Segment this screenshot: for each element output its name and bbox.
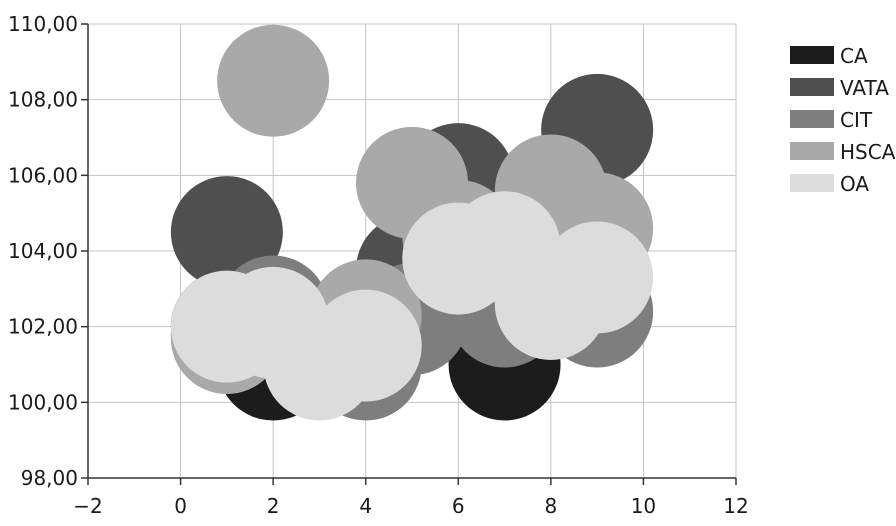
y-tick-label: 106,00 [8,163,78,187]
x-tick-label: 10 [631,494,656,518]
x-tick-label: −2 [73,494,102,518]
y-tick-label: 98,00 [21,466,78,490]
y-tick-label: 108,00 [8,88,78,112]
x-tick-label: 4 [359,494,372,518]
x-tick-label: 12 [723,494,748,518]
legend-label-vata: VATA [840,76,889,100]
legend-swatch-hsca [790,142,834,160]
x-tick-label: 8 [544,494,557,518]
legend-swatch-vata [790,78,834,96]
y-tick-label: 104,00 [8,239,78,263]
x-tick-label: 0 [174,494,187,518]
y-tick-label: 110,00 [8,12,78,36]
bubble-hsca-1 [217,24,330,137]
legend-swatch-ca [790,46,834,64]
bubbles [170,24,654,421]
legend-swatch-cit [790,110,834,128]
x-tick-label: 6 [452,494,465,518]
legend-label-oa: OA [840,172,869,196]
x-tick-label: 2 [267,494,280,518]
y-tick-label: 102,00 [8,315,78,339]
x-axis-ticks: −2 0 2 4 6 8 10 12 [73,478,749,518]
y-axis-ticks: 98,00 100,00 102,00 104,00 106,00 108,00 110,0… [8,12,88,490]
legend-label-hsca: HSCA [840,140,896,164]
legend-swatch-oa [790,174,834,192]
bubble-oa-3 [309,289,422,402]
bubble-oa-7 [541,221,654,334]
legend-label-ca: CA [840,44,868,68]
y-tick-label: 100,00 [8,390,78,414]
legend-label-cit: CIT [840,108,873,132]
legend: CA VATA CIT HSCA OA [790,44,896,196]
